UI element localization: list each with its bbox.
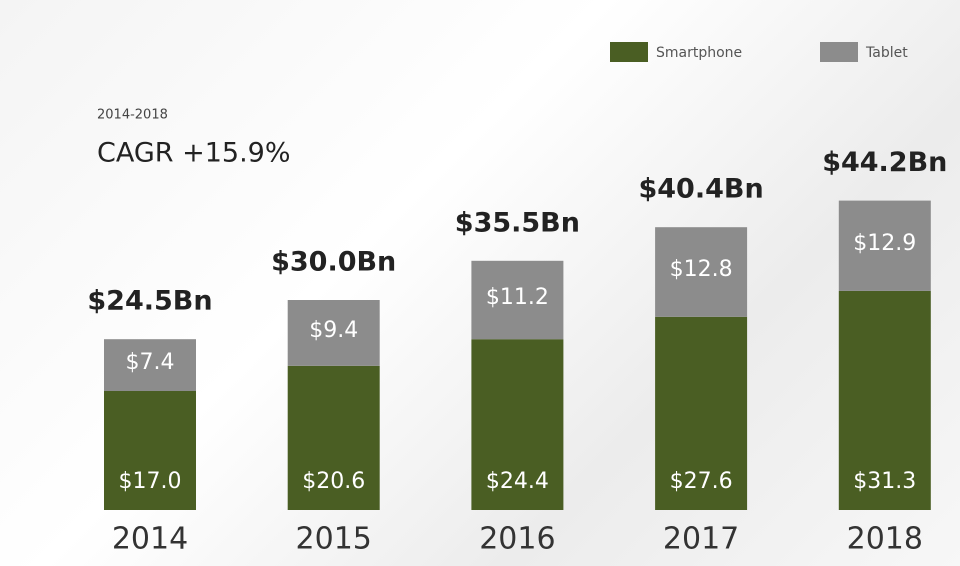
value-label: $7.4 [126,350,175,375]
total-label: $40.4Bn [638,174,763,205]
bar-segment [838,290,931,510]
legend-label: Smartphone [656,45,742,61]
value-label: $12.8 [670,257,733,282]
x-tick-label: 2015 [296,522,372,557]
total-label: $30.0Bn [271,247,396,278]
value-label: $27.6 [670,469,733,494]
chart-subtitle: 2014-2018 [97,108,168,123]
legend-label: Tablet [865,45,908,61]
bar-segment [104,391,196,510]
x-tick-label: 2018 [847,522,923,557]
total-label: $44.2Bn [822,147,947,178]
x-tick-label: 2014 [112,522,188,557]
bar-segment [838,200,931,291]
x-tick-label: 2016 [479,522,555,557]
x-tick-label: 2017 [663,522,739,557]
legend-swatch [610,42,648,62]
legend-swatch [820,42,858,62]
value-label: $17.0 [119,469,182,494]
bar-segment [471,339,564,510]
bar-segment [287,300,380,366]
value-label: $31.3 [853,469,916,494]
value-label: $9.4 [309,318,358,343]
annotation: CAGR +15.9% [97,138,291,169]
total-label: $35.5Bn [455,207,580,238]
bar-segment [471,260,564,340]
value-label: $24.4 [486,469,549,494]
value-label: $20.6 [302,469,365,494]
bar-segment [104,339,196,391]
bar-segment [655,316,748,510]
value-label: $12.9 [853,231,916,256]
total-label: $24.5Bn [87,286,212,317]
bar-segment [655,227,748,317]
value-label: $11.2 [486,285,549,310]
bar-segment [287,365,380,510]
